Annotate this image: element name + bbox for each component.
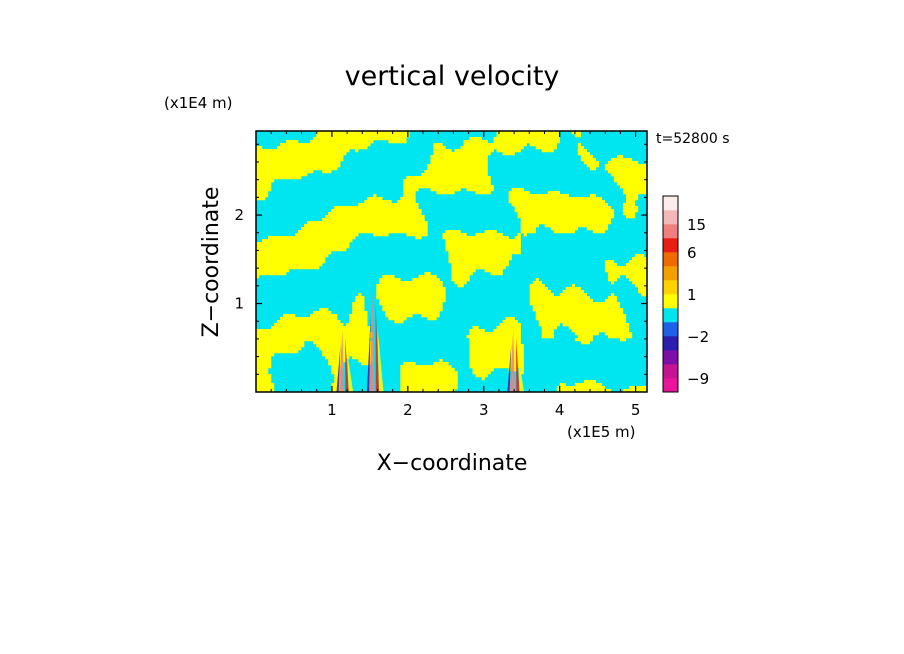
- updraft-column: [375, 302, 380, 392]
- colorbar-level: [663, 378, 678, 393]
- y-tick-label: 1: [234, 295, 244, 313]
- x-unit-label: (x1E5 m): [567, 423, 636, 441]
- colorbar-level: [663, 322, 678, 337]
- updraft-column: [509, 330, 515, 392]
- velocity-field: [256, 131, 647, 392]
- updraft-column: [507, 344, 512, 392]
- x-tick-label: 1: [327, 401, 337, 419]
- updraft-column: [369, 290, 375, 392]
- updraft-column: [345, 337, 349, 392]
- colorbar-tick-label: 6: [687, 244, 697, 262]
- colorbar-level: [663, 350, 678, 365]
- x-axis-label: X−coordinate: [377, 451, 528, 476]
- colorbar-tick-label: 15: [687, 216, 706, 234]
- time-label: t=52800 s: [656, 131, 730, 147]
- colorbar-level: [663, 308, 678, 323]
- colorbar-level: [663, 336, 678, 351]
- colorbar-level: [663, 266, 678, 281]
- updraft-column: [336, 344, 341, 392]
- x-tick-label: 4: [555, 401, 565, 419]
- colorbar-level: [663, 252, 678, 267]
- updraft-column: [377, 326, 384, 392]
- colorbar: 15 6 1 −2 −9: [662, 195, 709, 393]
- colorbar-level: [663, 294, 678, 309]
- y-unit-label: (x1E4 m): [164, 94, 233, 112]
- updraft-column: [347, 352, 354, 392]
- plot-area: [255, 130, 648, 393]
- x-tick-label: 5: [631, 401, 641, 419]
- updraft-column: [366, 314, 371, 392]
- positive-velocity-region: [256, 131, 647, 392]
- colorbar-level: [663, 224, 678, 239]
- updraft-column: [516, 337, 520, 392]
- colorbar-tick-label: 1: [687, 286, 697, 304]
- colorbar-tick-label: −9: [687, 370, 709, 388]
- updraft-column: [517, 352, 525, 392]
- x-tick-label: 2: [403, 401, 413, 419]
- y-tick-label: 2: [234, 206, 244, 224]
- plot-frame: [255, 130, 648, 393]
- colorbar-level: [663, 210, 678, 225]
- x-tick-label: 3: [479, 401, 489, 419]
- chart-title: vertical velocity: [345, 61, 560, 92]
- colorbar-tick-label: −2: [687, 328, 709, 346]
- colorbar-level: [663, 196, 678, 211]
- colorbar-level: [663, 364, 678, 379]
- colorbar-level: [663, 238, 678, 253]
- colorbar-frame: [662, 195, 679, 393]
- y-axis: 12: [234, 143, 647, 375]
- colorbar-level: [663, 280, 678, 295]
- updraft-column: [338, 330, 345, 392]
- y-axis-label: Z−coordinate: [199, 187, 224, 338]
- x-axis: 1 2 3 4 5: [270, 131, 641, 419]
